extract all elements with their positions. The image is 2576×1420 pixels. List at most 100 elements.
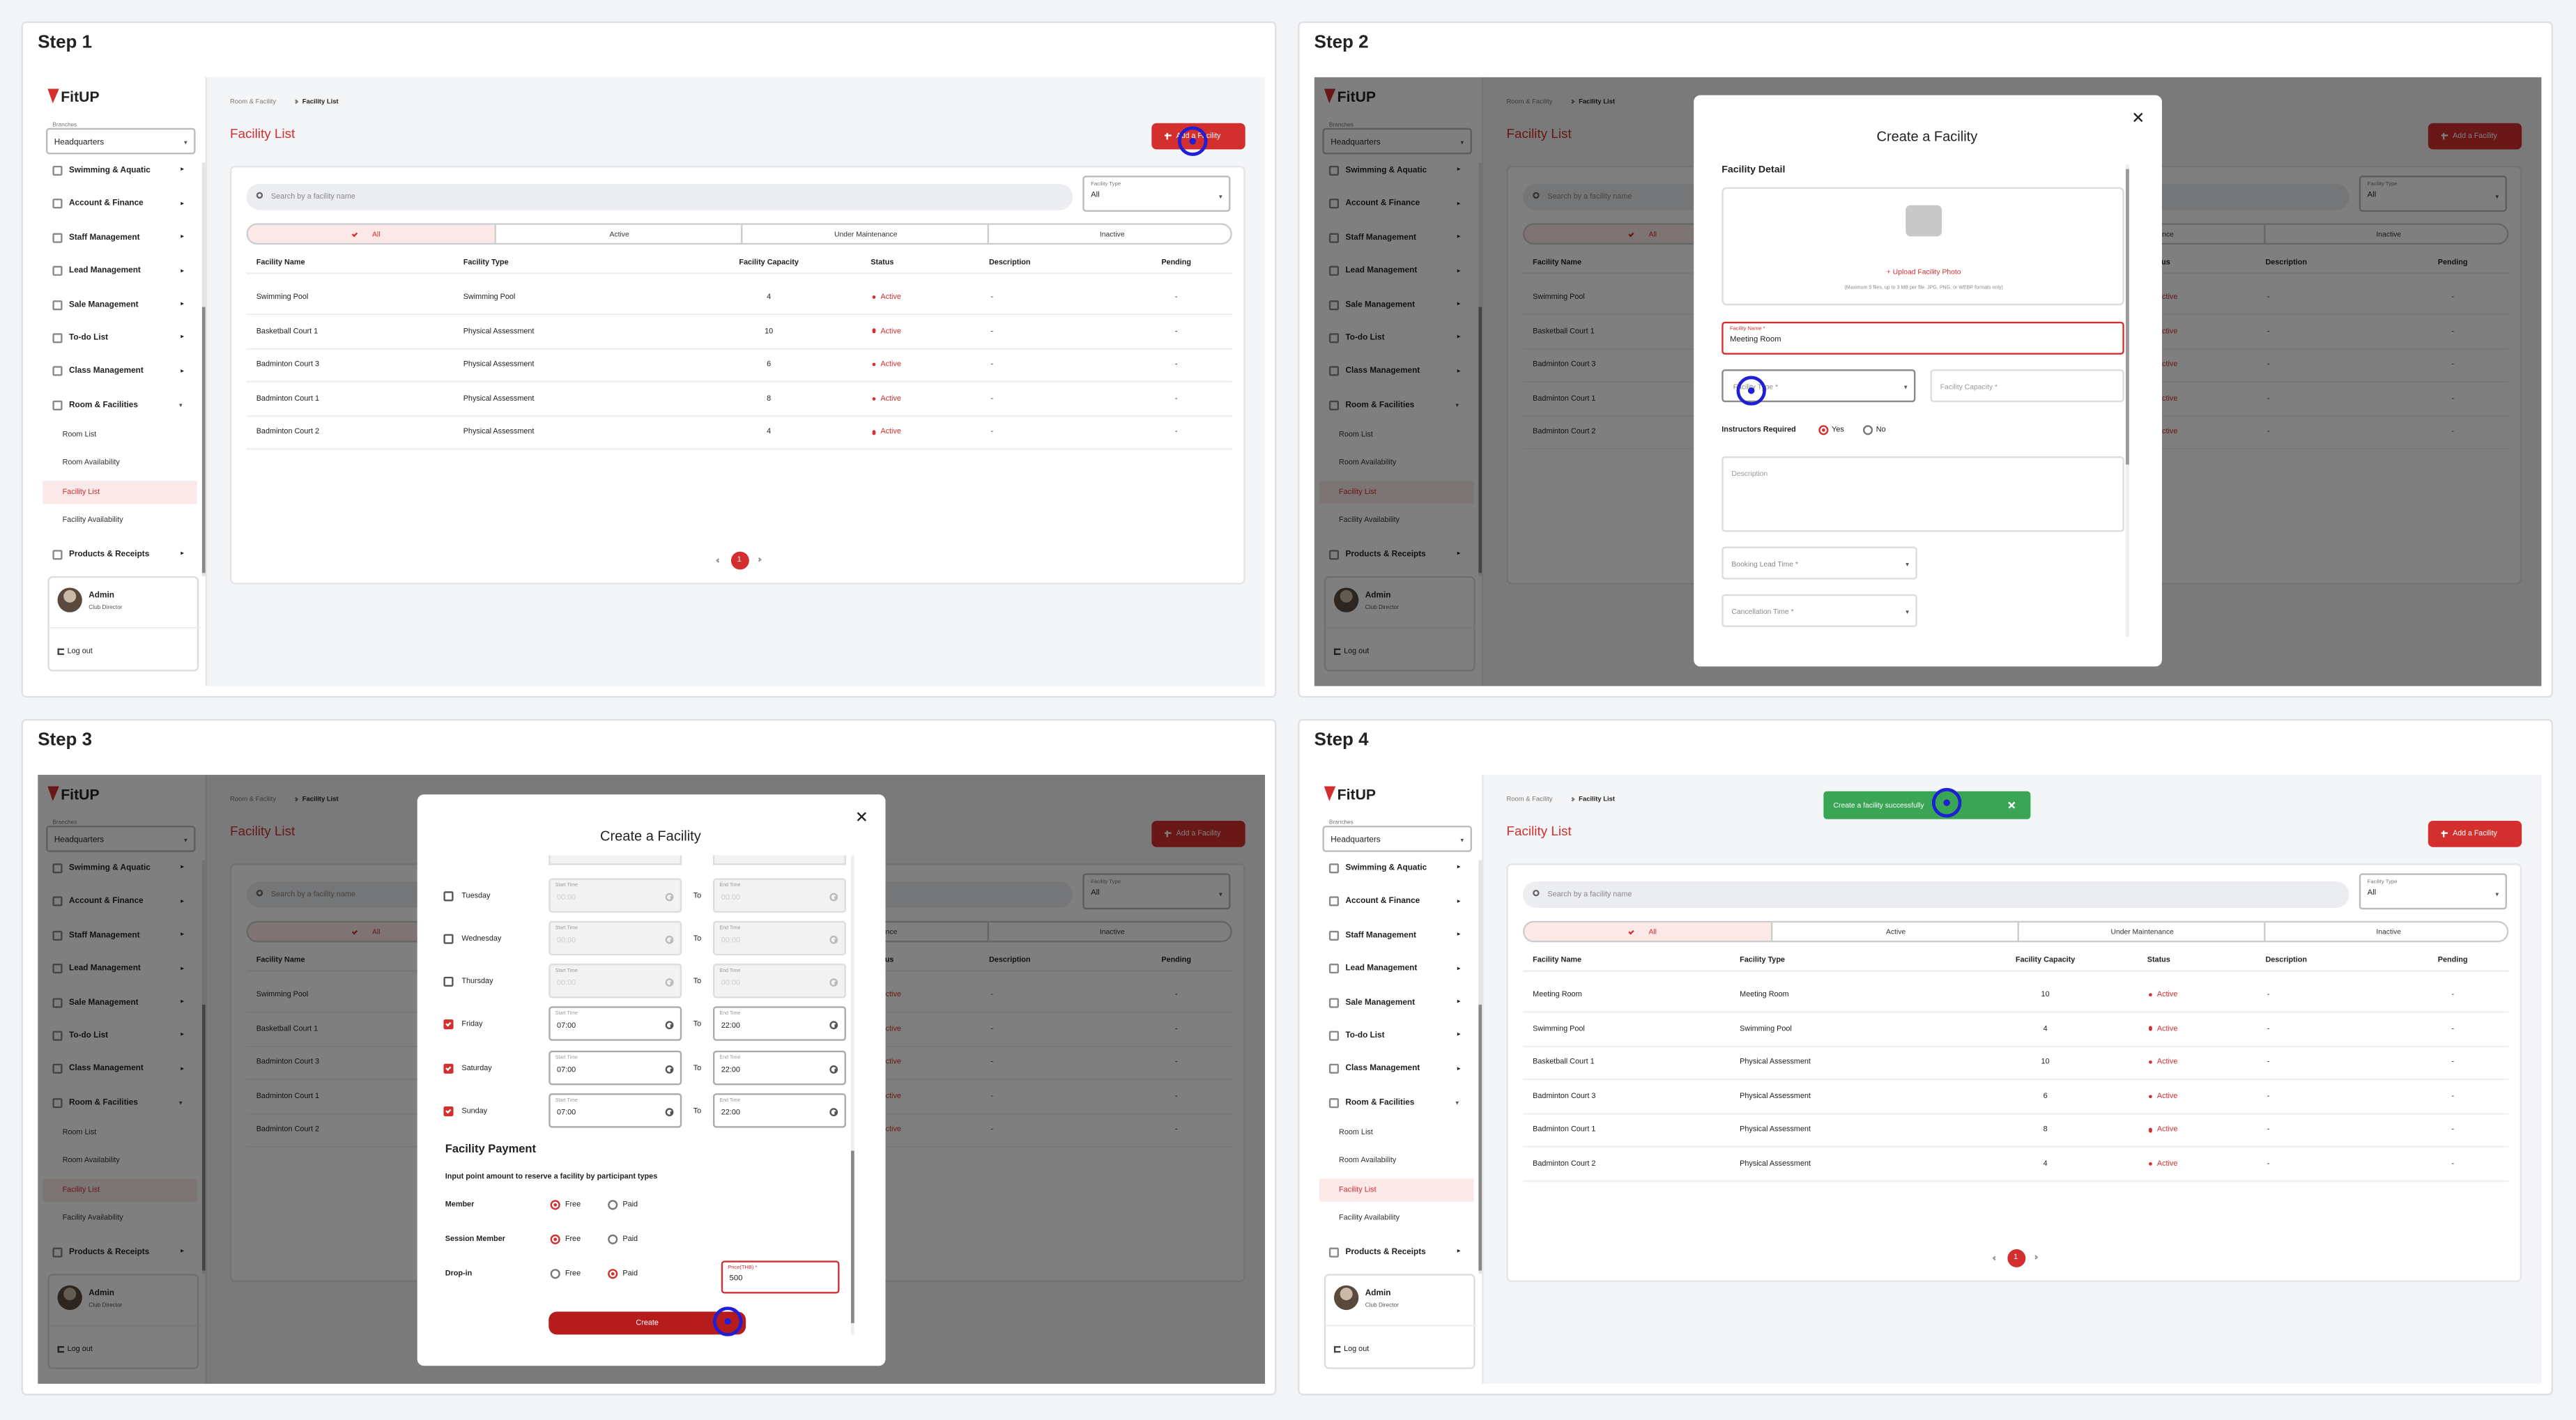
filter-value: All <box>2367 889 2377 898</box>
cell: - <box>2451 1024 2454 1032</box>
menu-item[interactable]: Lead Management <box>68 266 141 277</box>
time-input[interactable]: Start Time 07:00 <box>549 1093 682 1128</box>
submenu-item[interactable]: Facility Availability <box>62 516 123 525</box>
menu-item[interactable]: Room & Facilities <box>1345 1097 1415 1108</box>
day-checkbox[interactable] <box>443 1106 454 1117</box>
add-button[interactable]: Add a Facility <box>2428 821 2522 847</box>
time-input[interactable]: End Time 22:00 <box>712 1006 846 1041</box>
day-checkbox[interactable] <box>443 1019 454 1030</box>
capacity-input[interactable]: Facility Capacity * <box>1930 369 2124 403</box>
time-label: Start Time <box>555 966 578 973</box>
tab[interactable]: Inactive <box>987 224 1231 243</box>
submenu-item[interactable]: Room List <box>62 430 97 439</box>
page-button[interactable]: 1 <box>730 550 749 569</box>
breadcrumb[interactable]: Room & Facility <box>1506 794 1553 803</box>
submenu-item[interactable]: Room List <box>1339 1127 1373 1136</box>
type-filter[interactable]: Facility Type All <box>1082 176 1231 212</box>
day-checkbox[interactable] <box>443 1063 454 1074</box>
check-icon <box>351 230 358 236</box>
menu-item[interactable]: Account & Finance <box>68 199 144 210</box>
menu-highlight <box>43 480 197 504</box>
check-icon <box>445 1065 451 1070</box>
radio[interactable] <box>1862 425 1873 435</box>
menu-item[interactable]: To-do List <box>68 333 109 344</box>
submenu-item[interactable]: Room Availability <box>62 458 120 468</box>
cell: Badminton Court 2 <box>1533 1159 1596 1168</box>
menu-item[interactable]: Staff Management <box>68 233 140 243</box>
menu-icon <box>52 266 63 277</box>
radio[interactable] <box>608 1234 618 1244</box>
name-value: Meeting Room <box>1730 336 1781 345</box>
menu-item[interactable]: To-do List <box>1345 1031 1385 1041</box>
cell: 6 <box>2043 1091 2048 1100</box>
tab[interactable]: Active <box>494 224 741 243</box>
cancellation-select[interactable]: Cancellation Time * <box>1722 594 1917 627</box>
day-checkbox[interactable] <box>443 934 454 944</box>
logout[interactable]: Log out <box>1344 1344 1370 1353</box>
status-dot <box>2147 1094 2153 1099</box>
price-input[interactable]: Price(THB) * 500 <box>721 1260 840 1294</box>
tab[interactable]: Inactive <box>2264 923 2507 941</box>
menu-item[interactable]: Swimming & Aquatic <box>68 165 151 176</box>
time-input[interactable]: Start Time 07:00 <box>549 1006 682 1041</box>
day-checkbox[interactable] <box>443 976 454 987</box>
tab[interactable]: Active <box>1770 923 2018 941</box>
menu-item[interactable]: Account & Finance <box>1345 897 1420 907</box>
radio[interactable] <box>608 1269 618 1279</box>
menu-item[interactable]: Class Management <box>68 366 144 377</box>
page-button[interactable]: 1 <box>2007 1248 2025 1267</box>
search-input[interactable]: Search by a facility name <box>246 183 1073 210</box>
upload-link: + Upload Facility Photo <box>1886 268 1961 276</box>
radio[interactable] <box>1818 425 1829 435</box>
branch-select[interactable]: Headquarters <box>1322 826 1472 852</box>
radio[interactable] <box>550 1234 560 1244</box>
day-checkbox[interactable] <box>443 891 454 902</box>
time-input[interactable]: Start Time 07:00 <box>549 1050 682 1086</box>
tab[interactable]: All <box>247 224 495 243</box>
cell: - <box>1174 360 1178 369</box>
branch-select[interactable]: Headquarters <box>45 128 196 155</box>
upload-area[interactable]: + Upload Facility Photo (Maximum 5 files,… <box>1722 187 2124 306</box>
menu-item[interactable]: Sale Management <box>1345 997 1416 1008</box>
submenu-item[interactable]: Facility List <box>1339 1184 1377 1194</box>
menu-item[interactable]: Room & Facilities <box>68 400 138 410</box>
search-input[interactable]: Search by a facility name <box>1523 881 2349 908</box>
radio-dot <box>611 1272 615 1276</box>
radio[interactable] <box>550 1200 560 1210</box>
menu-item[interactable]: Class Management <box>1345 1064 1420 1074</box>
filter-value: All <box>1091 192 1100 201</box>
description-input[interactable]: Description <box>1722 456 2124 532</box>
cell: Physical Assessment <box>463 427 535 436</box>
click-indicator <box>712 1306 743 1336</box>
column-header: Facility Type <box>1740 955 1785 964</box>
time-value: 07:00 <box>557 1021 576 1030</box>
lead-time-select[interactable]: Booking Lead Time * <box>1722 546 1917 580</box>
menu-item[interactable]: Staff Management <box>1345 930 1416 941</box>
menu-item[interactable]: Products & Receipts <box>1345 1247 1426 1258</box>
row-line <box>1523 1180 2509 1182</box>
time-input[interactable]: End Time 22:00 <box>712 1050 846 1086</box>
submenu-item[interactable]: Facility List <box>62 487 100 496</box>
tab[interactable]: All <box>1524 923 1771 941</box>
breadcrumb[interactable]: Room & Facility <box>229 97 277 105</box>
time-input[interactable]: End Time 22:00 <box>712 1093 846 1128</box>
menu-item[interactable]: Sale Management <box>68 300 139 310</box>
menu-item[interactable]: Products & Receipts <box>68 550 150 560</box>
menu-item[interactable]: Swimming & Aquatic <box>1345 863 1427 874</box>
radio[interactable] <box>550 1269 560 1279</box>
cell: - <box>2267 1091 2270 1100</box>
step-panel: Step 3 FitUPBranchesHeadquartersSwimming … <box>21 718 1277 1396</box>
search-icon <box>1533 889 1540 897</box>
radio[interactable] <box>608 1200 618 1210</box>
payment-note: Input point amount to reserve a facility… <box>445 1172 658 1180</box>
submenu-item[interactable]: Facility Availability <box>1339 1213 1400 1222</box>
logout[interactable]: Log out <box>67 647 93 656</box>
tab[interactable]: Under Maintenance <box>741 224 988 243</box>
submenu-item[interactable]: Room Availability <box>1339 1156 1397 1165</box>
type-filter[interactable]: Facility Type All <box>2359 873 2507 910</box>
name-input[interactable]: Facility Name * Meeting Room <box>1722 321 2124 355</box>
menu-item[interactable]: Lead Management <box>1345 964 1418 974</box>
tab[interactable]: Under Maintenance <box>2017 923 2264 941</box>
menu-icon <box>1328 1247 1340 1258</box>
